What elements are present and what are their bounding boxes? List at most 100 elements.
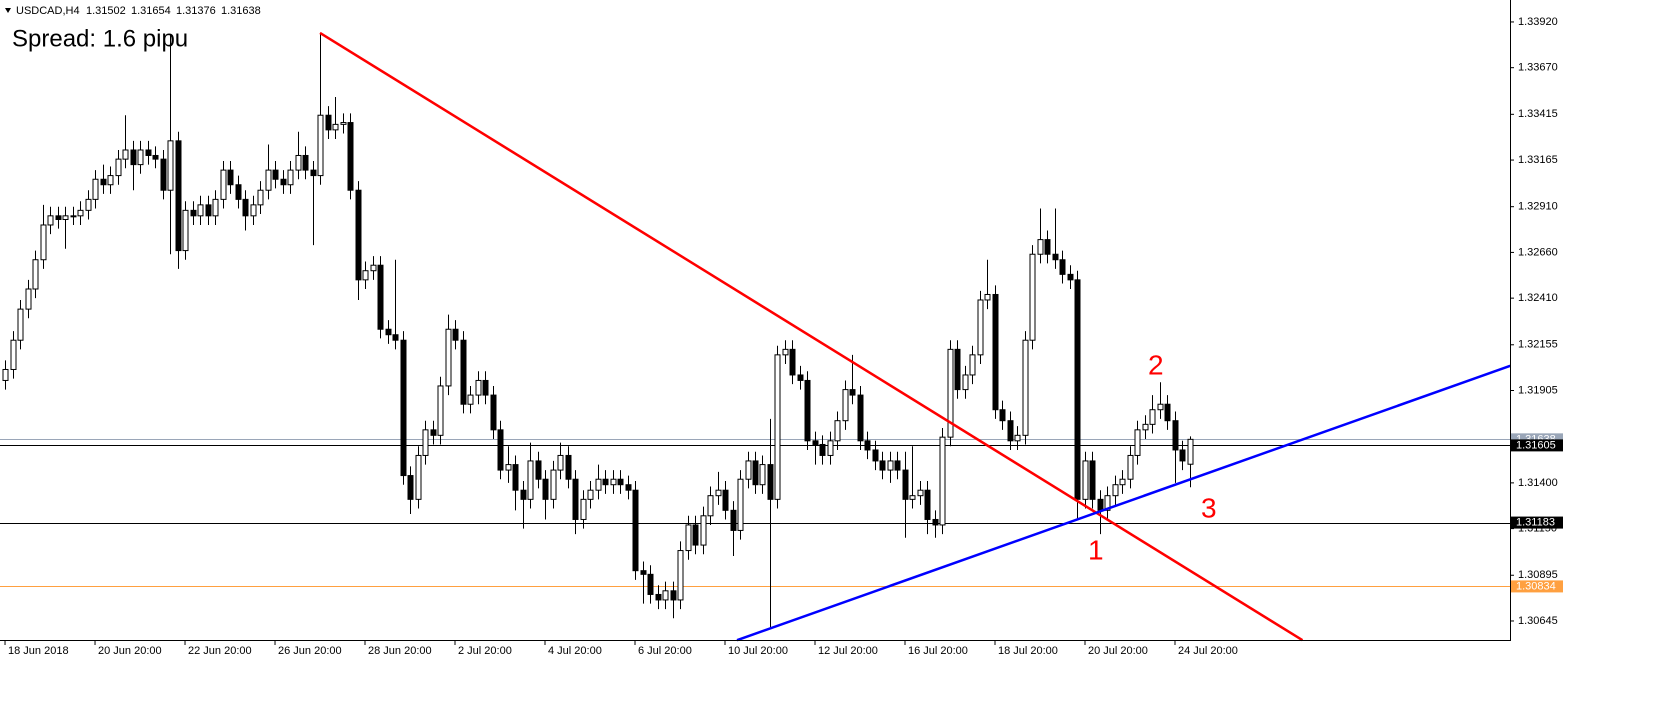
- candle-body: [115, 158, 122, 177]
- candle-body: [969, 354, 976, 376]
- candle-body: [47, 215, 54, 226]
- candle-body: [737, 478, 744, 531]
- candle-body: [520, 489, 527, 500]
- candle-body: [355, 189, 362, 281]
- candle-body: [280, 178, 287, 186]
- candle-body: [947, 348, 954, 438]
- candle-body: [872, 449, 879, 462]
- candle-body: [834, 420, 841, 442]
- candle-body: [212, 198, 219, 217]
- candle-body: [797, 374, 804, 381]
- candle-body: [662, 590, 669, 601]
- x-tick-label: 20 Jun 20:00: [98, 645, 162, 657]
- header-high: 1.31654: [131, 5, 171, 17]
- candle-body: [587, 489, 594, 500]
- candle-body: [879, 460, 886, 471]
- candle-body: [992, 293, 999, 411]
- candle-body: [610, 478, 617, 486]
- candle-body: [745, 460, 752, 480]
- candle-body: [370, 264, 377, 272]
- candle-body: [527, 460, 534, 500]
- candle-body: [205, 204, 212, 217]
- x-tick-label: 18 Jul 20:00: [998, 645, 1058, 657]
- candle-body: [932, 518, 939, 526]
- candle-body: [317, 114, 324, 177]
- candle-body: [707, 495, 714, 517]
- candle-body: [1089, 460, 1096, 500]
- x-tick-label: 18 Jun 2018: [8, 645, 69, 657]
- candle-body: [857, 394, 864, 442]
- candle-body: [1014, 434, 1021, 442]
- candle-body: [789, 348, 796, 376]
- candle-body: [602, 478, 609, 486]
- candle-body: [1172, 420, 1179, 451]
- candle-body: [774, 354, 781, 500]
- candle-body: [257, 189, 264, 206]
- candle-body: [752, 460, 759, 486]
- candle-body: [625, 484, 632, 491]
- candle-body: [385, 328, 392, 336]
- candle-body: [1187, 438, 1194, 465]
- candle-body: [2, 368, 9, 381]
- candle-body: [122, 149, 129, 160]
- candle-body: [250, 204, 257, 217]
- candle-body: [580, 498, 587, 520]
- candle-body: [130, 149, 137, 166]
- candle-body: [827, 440, 834, 456]
- candle-body: [572, 478, 579, 520]
- candle-body: [40, 224, 47, 261]
- candle-body: [1022, 339, 1029, 436]
- candle-body: [550, 469, 557, 500]
- level-label: 1.31605: [1516, 439, 1556, 451]
- header-open: 1.31502: [86, 5, 126, 17]
- candle-body: [617, 478, 624, 486]
- y-tick-label: 1.33670: [1518, 62, 1558, 74]
- level-box: [1511, 439, 1563, 452]
- candle-body: [730, 509, 737, 531]
- candle-body: [1074, 279, 1081, 500]
- x-tick-label: 20 Jul 20:00: [1088, 645, 1148, 657]
- x-tick-label: 6 Jul 20:00: [638, 645, 692, 657]
- spread-label: Spread: 1.6 pipu: [12, 25, 188, 52]
- candle-body: [17, 308, 24, 341]
- candle-body: [272, 169, 279, 180]
- y-tick-label: 1.32155: [1518, 339, 1558, 351]
- candle-body: [347, 122, 354, 191]
- candle-body: [1119, 478, 1126, 486]
- candle-body: [422, 429, 429, 456]
- candle-body: [1037, 239, 1044, 255]
- y-tick-label: 1.31905: [1518, 384, 1558, 396]
- candle-body: [804, 379, 811, 442]
- candle-body: [1097, 498, 1104, 511]
- candle-body: [77, 209, 84, 217]
- candle-body: [1179, 449, 1186, 462]
- x-tick-label: 24 Jul 20:00: [1178, 645, 1238, 657]
- candle-body: [1052, 253, 1059, 261]
- menu-triangle[interactable]: [5, 8, 11, 13]
- candle-body: [220, 169, 227, 200]
- candle-body: [782, 348, 789, 356]
- candle-body: [182, 209, 189, 252]
- y-tick-label: 1.33165: [1518, 154, 1558, 166]
- y-tick-label: 1.30895: [1518, 569, 1558, 581]
- candle-body: [415, 454, 422, 500]
- candle-body: [917, 489, 924, 497]
- candle-body: [475, 379, 482, 396]
- annotation: 2: [1148, 349, 1164, 380]
- candle-body: [512, 464, 519, 491]
- x-tick-label: 22 Jun 20:00: [188, 645, 252, 657]
- candle-body: [999, 409, 1006, 422]
- level-box: [1511, 580, 1563, 593]
- candle-body: [939, 436, 946, 526]
- candle-body: [445, 328, 452, 387]
- candle-body: [902, 469, 909, 500]
- candle-body: [595, 478, 602, 491]
- candle-body: [924, 489, 931, 520]
- x-tick-label: 26 Jun 20:00: [278, 645, 342, 657]
- y-tick-label: 1.33920: [1518, 16, 1558, 28]
- candle-body: [1134, 429, 1141, 456]
- candle-body: [812, 440, 819, 445]
- x-tick-label: 12 Jul 20:00: [818, 645, 878, 657]
- candle-body: [1127, 454, 1134, 480]
- candle-body: [467, 394, 474, 405]
